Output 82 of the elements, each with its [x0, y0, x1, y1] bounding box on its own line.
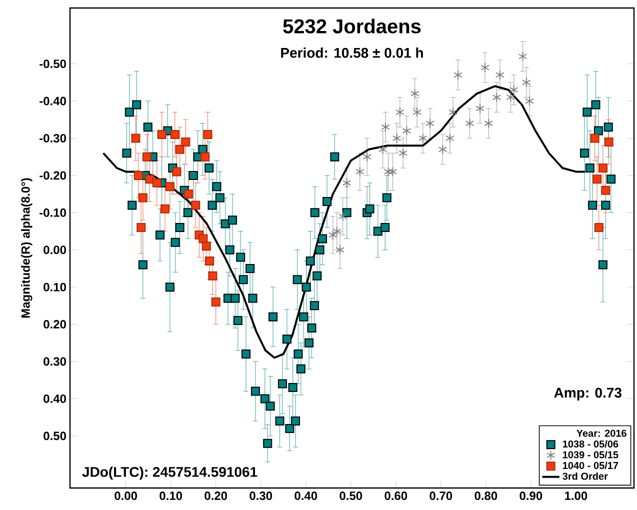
- text: Period: 10.58 ± 0.01 h: [281, 48, 423, 58]
- point: [381, 122, 390, 132]
- point: [211, 297, 220, 306]
- point: [336, 244, 344, 255]
- point: [388, 166, 398, 177]
- point: [338, 211, 348, 222]
- point: [355, 166, 364, 177]
- point: [362, 152, 372, 162]
- point: [492, 92, 502, 102]
- point: [590, 134, 600, 143]
- x-tick-label: 0.30: [250, 492, 272, 500]
- point: [480, 62, 490, 73]
- point: [198, 234, 208, 244]
- point: [136, 223, 146, 232]
- point: [142, 152, 152, 162]
- point: [438, 144, 448, 154]
- point: [170, 130, 180, 140]
- point: [410, 88, 420, 99]
- x-tick-label: 0.90: [520, 492, 542, 500]
- point: [392, 133, 402, 144]
- x-tick-label: 0.10: [160, 492, 182, 500]
- annotation: JDo(LTC): 2457514.591061: [82, 466, 258, 480]
- x-tick-label: 0.40: [294, 492, 318, 500]
- point: [398, 148, 408, 158]
- x-tick-label: 0.50: [340, 492, 362, 500]
- point: [402, 126, 412, 136]
- point: [522, 77, 531, 88]
- point: [165, 182, 174, 192]
- point: [495, 70, 504, 80]
- legend-label: 3rd Order: [562, 472, 608, 480]
- y-tick-label: 0.30: [44, 357, 66, 366]
- y-tick-label: -0.50: [40, 60, 66, 68]
- x-tick-label: 0.70: [430, 492, 452, 500]
- legend-label: 1039 - 05/15: [562, 450, 618, 458]
- point: [342, 178, 352, 188]
- y-tick-label: 0.00: [44, 246, 66, 254]
- point: [378, 144, 388, 154]
- point: [465, 118, 474, 128]
- point: [131, 134, 140, 143]
- x-tick-label: 0.60: [384, 492, 408, 500]
- y-tick-label: -0.40: [40, 96, 66, 106]
- point: [426, 118, 434, 128]
- point: [446, 133, 454, 144]
- point: [525, 96, 534, 106]
- x-tick-label: 0.80: [474, 492, 498, 500]
- point: [134, 170, 143, 180]
- x-tick-label: 1.00: [565, 492, 588, 500]
- point: [506, 92, 516, 102]
- y-tick-label: 0.10: [44, 282, 66, 292]
- point: [157, 130, 166, 140]
- annotation: Amp: 0.73: [554, 388, 622, 400]
- y-tick-label: 0.40: [44, 394, 66, 403]
- point: [181, 137, 190, 146]
- point: [454, 70, 462, 80]
- x-tick-label: 0.20: [204, 492, 228, 500]
- legend-label: 1040 - 05/17: [562, 462, 618, 470]
- point: [418, 133, 428, 144]
- y-tick-label: 0.50: [44, 432, 66, 440]
- y-tick-label: -0.20: [40, 171, 66, 180]
- chart-title: 5232 Jordaens: [283, 18, 421, 34]
- legend-title: Year: 2016: [576, 430, 626, 437]
- point: [412, 107, 422, 118]
- point: [396, 107, 404, 118]
- point: [332, 226, 342, 236]
- y-axis-title: Magnitude(R) alpha(8.0°): [21, 178, 32, 318]
- point: [518, 51, 528, 62]
- point: [484, 118, 494, 128]
- y-tick-label: 0.20: [44, 320, 66, 329]
- x-tick-label: 0.00: [114, 492, 137, 500]
- point: [448, 107, 458, 118]
- point: [184, 190, 193, 199]
- point: [592, 174, 602, 184]
- point: [509, 84, 518, 95]
- point: [594, 223, 604, 232]
- point: [328, 230, 338, 240]
- y-tick-label: -0.30: [40, 134, 66, 142]
- point: [152, 178, 162, 188]
- point: [145, 174, 154, 184]
- point: [384, 166, 393, 177]
- y-tick-label: -0.10: [40, 208, 66, 217]
- point: [476, 103, 484, 114]
- legend-label: 1038 - 05/06: [562, 440, 618, 448]
